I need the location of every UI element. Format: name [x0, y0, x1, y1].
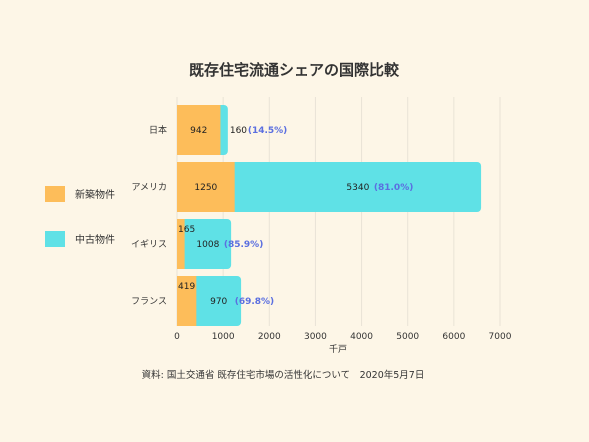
x-tick-label: 6000 — [442, 332, 465, 342]
x-tick-label: 3000 — [304, 332, 327, 342]
share-label: (85.9%) — [224, 240, 263, 250]
bar-new — [177, 105, 221, 155]
data-label-new: 419 — [178, 282, 195, 292]
data-label-new: 1250 — [194, 183, 217, 193]
data-label-used: 160 — [230, 126, 247, 136]
x-tick-label: 4000 — [350, 332, 373, 342]
x-tick-label: 0 — [174, 332, 180, 342]
legend-label: 中古物件 — [75, 233, 115, 246]
data-label-used: 5340 — [346, 183, 369, 193]
legend-swatch — [45, 186, 65, 202]
source-note: 資料: 国土交通省 既存住宅市場の活性化について 2020年5月7日 — [142, 369, 425, 381]
x-tick-label: 7000 — [489, 332, 512, 342]
x-tick-label: 1000 — [212, 332, 235, 342]
x-tick-label: 2000 — [258, 332, 281, 342]
category-label: イギリス — [131, 239, 167, 250]
bar-new — [177, 219, 185, 269]
bar-new — [177, 276, 197, 326]
share-label: (81.0%) — [374, 183, 413, 193]
x-tick-labels: 0 1000 2000 3000 4000 5000 6000 7000 — [174, 332, 512, 342]
bar-used — [192, 276, 242, 326]
category-label: フランス — [131, 296, 167, 307]
bar-used — [180, 219, 232, 269]
data-label-used: 1008 — [196, 240, 219, 250]
data-label-new: 165 — [178, 225, 195, 235]
x-tick-label: 5000 — [396, 332, 419, 342]
data-label-new: 942 — [190, 126, 207, 136]
x-axis-title: 千戸 — [329, 344, 347, 355]
chart-title: 既存住宅流通シェアの国際比較 — [189, 61, 400, 79]
legend-label: 新築物件 — [75, 188, 115, 201]
category-label: アメリカ — [131, 182, 167, 193]
bar-used — [230, 162, 482, 212]
bar-new — [177, 162, 235, 212]
share-label: (69.8%) — [235, 297, 274, 307]
category-label: 日本 — [149, 124, 167, 136]
data-label-used: 970 — [210, 297, 227, 307]
legend-swatch — [45, 231, 65, 247]
share-label: (14.5%) — [248, 126, 287, 136]
